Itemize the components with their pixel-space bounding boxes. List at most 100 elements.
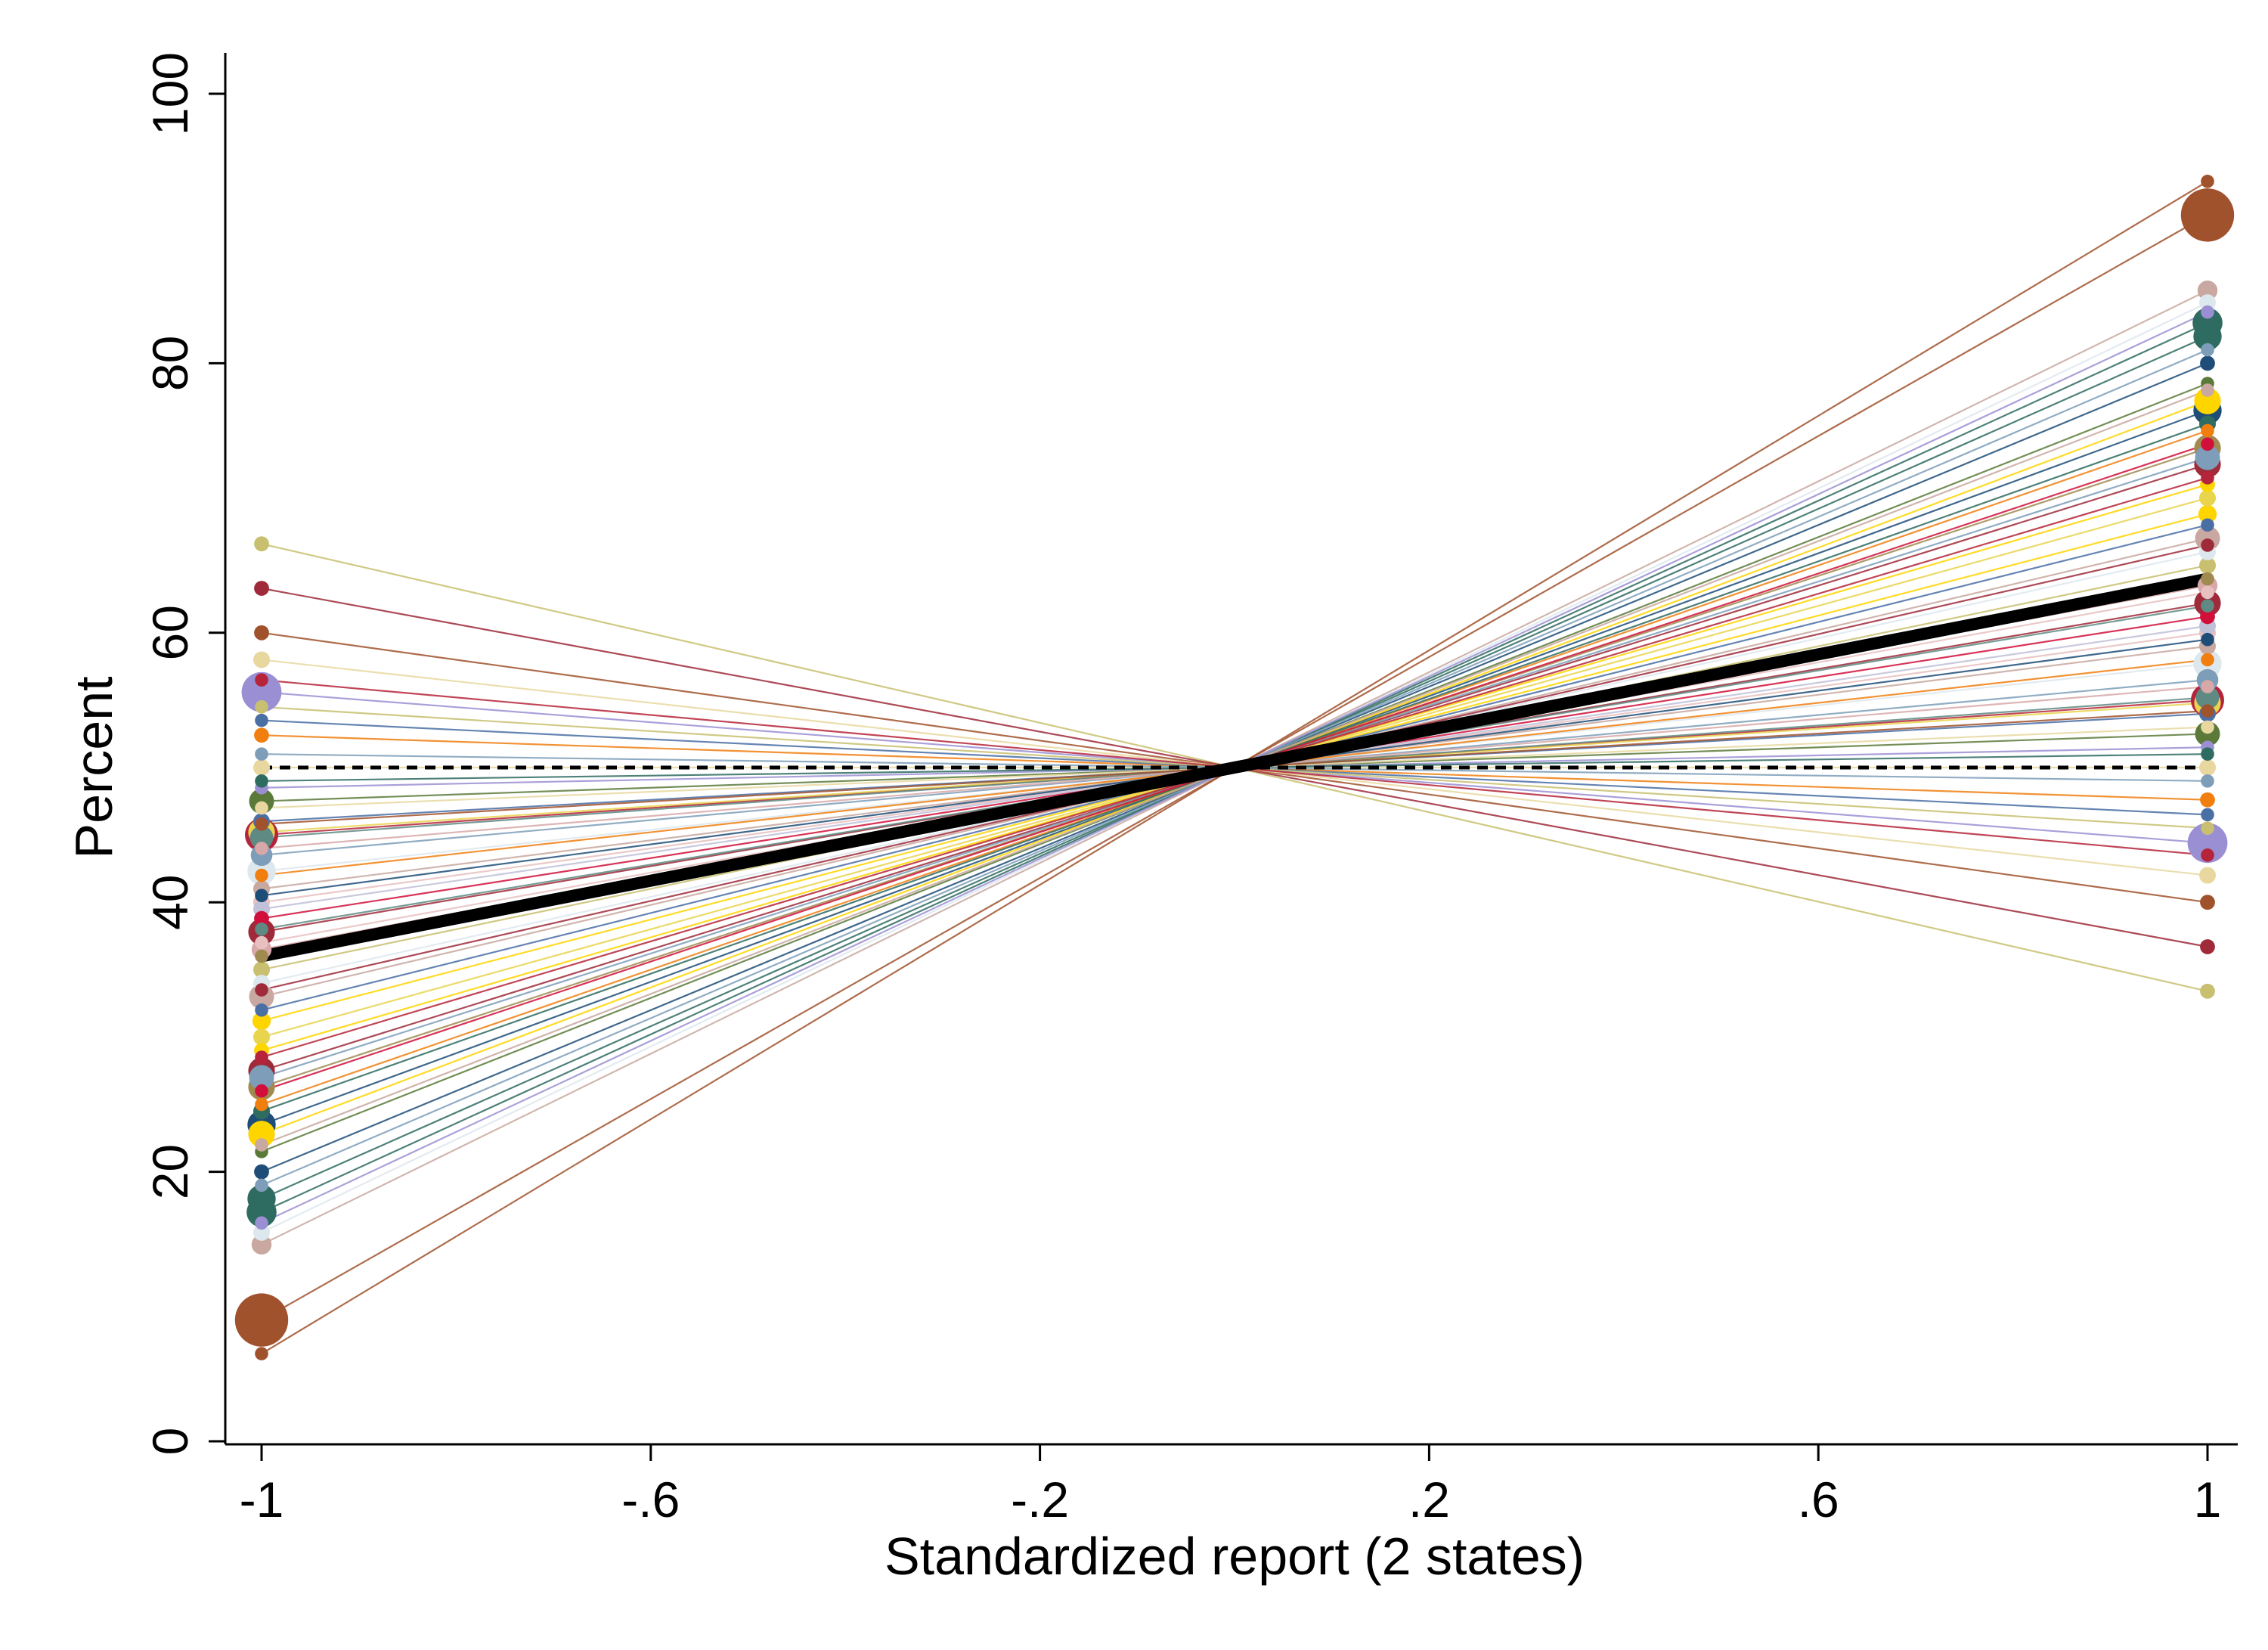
y-tick-label: 0 (142, 1428, 198, 1456)
y-tick-label: 20 (142, 1144, 198, 1199)
series-point (255, 700, 268, 714)
y-tick-label: 80 (142, 336, 198, 391)
x-tick-label: -1 (240, 1472, 284, 1527)
series-point (248, 1121, 275, 1148)
x-tick-label: .6 (1798, 1472, 1839, 1527)
series-point (255, 801, 268, 815)
series-point (255, 1138, 268, 1152)
series-point (249, 1065, 274, 1090)
series-point (234, 1293, 289, 1347)
series-point (2201, 632, 2214, 647)
series-point (2187, 823, 2228, 864)
series-point (2201, 538, 2214, 552)
series-point (2193, 322, 2222, 351)
series-point (254, 625, 269, 640)
series-point (253, 1224, 270, 1241)
series-point (2201, 774, 2214, 788)
series-point (2201, 471, 2214, 485)
series-point (2201, 653, 2214, 667)
series-point (255, 1347, 268, 1360)
series-point (2201, 343, 2214, 357)
series-point (253, 651, 270, 668)
x-axis-title: Standardized report (2 states) (885, 1527, 1585, 1586)
series-point (241, 671, 282, 712)
series-point (2194, 387, 2221, 414)
series-point (253, 961, 270, 979)
series-point (2199, 489, 2216, 507)
series-point (2201, 808, 2214, 822)
series-point (2200, 355, 2215, 371)
series-point (255, 935, 268, 950)
series-point (2200, 983, 2215, 999)
series-point (255, 923, 268, 936)
x-tick-label: -.6 (621, 1472, 680, 1527)
series-point (2201, 848, 2214, 862)
series-point (255, 1003, 268, 1017)
series-point (2197, 280, 2218, 301)
series-point (255, 747, 268, 761)
series-point (255, 1050, 268, 1064)
x-axis-ticks: -1 -.6 -.2 .2 .6 1 (240, 1444, 2222, 1527)
series-point (255, 983, 268, 997)
series-point (249, 826, 274, 850)
series-point (2201, 423, 2214, 438)
series-point (255, 774, 268, 788)
series-point (255, 1178, 268, 1193)
series-point (2201, 383, 2214, 397)
series-point (255, 1097, 268, 1112)
series-point (255, 868, 268, 882)
mean-line-group (256, 572, 2214, 963)
y-axis-ticks: 0 20 40 60 80 100 (142, 52, 225, 1455)
series-point (255, 842, 268, 855)
y-tick-label: 40 (142, 874, 198, 929)
series-point (2198, 504, 2217, 524)
series-point (2201, 305, 2214, 319)
series-point (254, 536, 269, 552)
series-point (254, 910, 269, 926)
y-axis-title: Percent (64, 676, 123, 858)
series-point (251, 1234, 272, 1255)
series-point (2195, 445, 2220, 470)
x-tick-label: 1 (2194, 1472, 2222, 1527)
series-point (2201, 680, 2214, 693)
series-point (2200, 792, 2215, 808)
mean-line (256, 572, 2214, 963)
series-point (2201, 518, 2214, 532)
series-point (255, 889, 268, 903)
series-point (255, 1216, 268, 1230)
series-point (255, 817, 268, 831)
series-point (254, 727, 269, 743)
series-point (255, 673, 268, 687)
series-point (254, 1164, 269, 1180)
series-point (253, 1028, 270, 1046)
series-point (252, 1011, 271, 1031)
series-point (255, 713, 268, 727)
series-point (2201, 821, 2214, 835)
series-point (253, 759, 270, 776)
series-point (2199, 759, 2216, 776)
series-point (2201, 175, 2214, 188)
axes (224, 53, 2238, 1446)
series-point (2201, 437, 2214, 451)
series-markers (234, 175, 2235, 1360)
series-point (2199, 557, 2216, 574)
x-tick-label: .2 (1408, 1472, 1450, 1527)
series-point (2200, 895, 2215, 910)
series-point (254, 581, 269, 596)
y-tick-label: 100 (142, 52, 198, 135)
series-point (2201, 747, 2214, 761)
x-tick-label: -.2 (1011, 1472, 1069, 1527)
series-point (247, 1184, 276, 1213)
series-point (255, 949, 268, 963)
y-tick-label: 60 (142, 605, 198, 660)
series-point (2201, 720, 2214, 734)
series-point (2201, 572, 2214, 586)
series-point (255, 1084, 268, 1098)
series-point (2201, 599, 2214, 613)
series-point (2200, 609, 2215, 625)
series-point (2199, 294, 2216, 312)
series-point (2199, 867, 2216, 884)
series-point (2201, 704, 2214, 718)
series-point (2180, 188, 2235, 242)
